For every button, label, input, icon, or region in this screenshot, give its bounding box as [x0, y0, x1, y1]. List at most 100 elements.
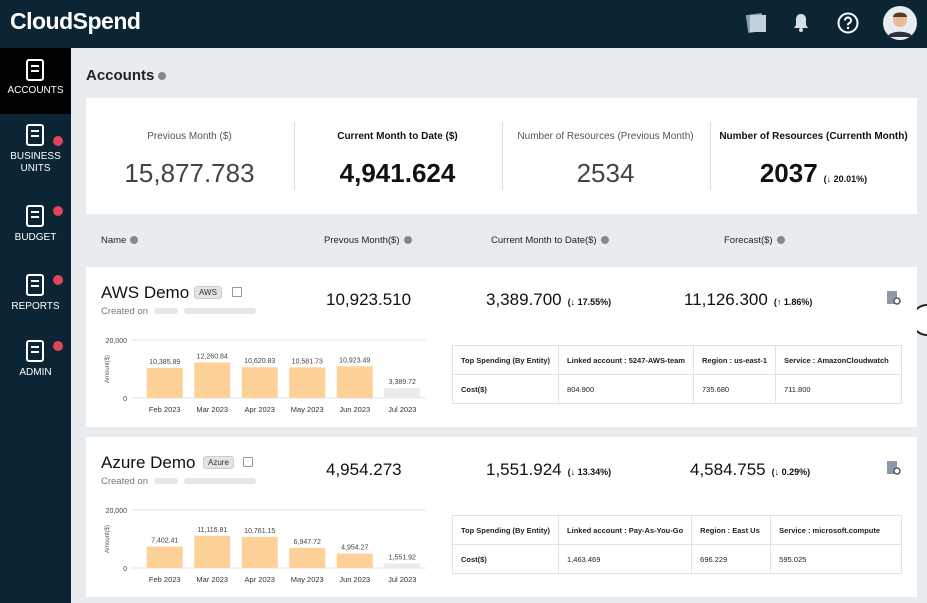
bar	[146, 546, 183, 568]
column-header-cell[interactable]: Current Month to Date($)	[491, 235, 609, 246]
table-cell: Cost($)	[451, 544, 560, 574]
change-badge: (↓ 13.34%)	[567, 467, 612, 477]
sidebar: ACCOUNTS BUSINESS UNITS BUDGET REPORTS ADMIN	[0, 48, 71, 603]
help-icon[interactable]	[836, 11, 860, 35]
nav-label: BUDGET	[14, 232, 57, 243]
nav-item[interactable]: ACCOUNTS	[0, 48, 71, 114]
top-bar: CloudSpend	[0, 0, 927, 48]
info-icon[interactable]	[600, 236, 609, 245]
details-icon[interactable]	[886, 460, 902, 476]
summary-value-text: 15,877.783	[124, 158, 255, 188]
x-tick-label: Mar 2023	[196, 405, 228, 414]
info-icon[interactable]	[403, 236, 412, 245]
bar	[289, 367, 326, 398]
current-value-text: 3,389.700	[486, 290, 562, 309]
x-tick-label: Jul 2023	[388, 405, 416, 414]
summary-label: Current Month to Date ($)	[337, 131, 458, 142]
table-cell: 1,463.469	[558, 544, 693, 574]
table-cell: Linked account : Pay-As-You-Go	[558, 515, 693, 545]
x-tick-label: Jun 2023	[339, 405, 370, 414]
nav-item[interactable]: BUDGET	[0, 196, 71, 262]
account-card: AWS Demo AWS Created on 10,923.510 3,389.700…	[86, 267, 917, 427]
summary-value: 2534	[502, 158, 709, 189]
column-header-cell[interactable]: Name	[101, 235, 139, 246]
nav-icon	[26, 340, 44, 362]
y-axis-label: Amount($)	[105, 355, 111, 383]
page-title: Accounts	[86, 67, 167, 84]
y-axis-label: Amount($)	[105, 525, 111, 553]
table-cell: Cost($)	[451, 374, 560, 404]
bar-value-label: 3,389.72	[389, 379, 416, 386]
column-header-cell[interactable]: Forecast($)	[724, 235, 785, 246]
divider	[294, 122, 295, 190]
created-placeholder	[154, 308, 178, 314]
bar	[289, 547, 326, 568]
nav-icon	[26, 274, 44, 296]
cards-icon[interactable]	[744, 12, 768, 34]
bar-value-label: 10,761.15	[244, 528, 275, 535]
forecast-value-text: 11,126.300	[684, 290, 768, 309]
table-cell: Service : AmazonCloudwatch	[775, 345, 902, 375]
x-tick-label: Feb 2023	[149, 405, 181, 414]
current-value-text: 1,551.924	[486, 460, 562, 479]
summary-value: 4,941.624	[294, 158, 501, 189]
bar	[194, 362, 231, 398]
table-row: Cost($) 804.900 735.680 711.800	[451, 374, 902, 404]
bar-value-label: 6,947.72	[294, 539, 321, 546]
created-placeholder	[154, 478, 178, 484]
y-tick-label: 0	[123, 566, 127, 573]
info-icon[interactable]	[776, 236, 785, 245]
created-label: Created on	[101, 306, 149, 317]
table-cell: 735.680	[692, 374, 777, 404]
nav-item[interactable]: ADMIN	[0, 331, 71, 397]
account-tag: Azure	[203, 456, 234, 469]
column-title: Forecast($)	[724, 235, 773, 246]
table-cell: 804.900	[558, 374, 694, 404]
column-header-cell[interactable]: Prevous Month($)	[324, 235, 412, 246]
x-tick-label: Apr 2023	[245, 405, 275, 414]
x-tick-label: Apr 2023	[245, 575, 275, 584]
previous-value: 4,954.273	[326, 460, 402, 479]
account-name: AWS Demo	[101, 283, 190, 302]
top-spending-table: Top Spending (By Entity) Linked account :…	[451, 345, 902, 404]
logo[interactable]: CloudSpend	[10, 8, 141, 34]
bar-value-label: 10,385.89	[149, 359, 180, 366]
table-header: Top Spending (By Entity) Linked account :…	[451, 345, 902, 375]
divider	[710, 122, 711, 190]
x-tick-label: Jul 2023	[388, 575, 416, 584]
nav-item[interactable]: REPORTS	[0, 265, 71, 331]
nav-label: ACCOUNTS	[7, 85, 64, 96]
edit-icon[interactable]	[243, 457, 253, 467]
bar	[336, 553, 373, 568]
scroll-handle[interactable]	[917, 300, 927, 340]
nav-item[interactable]: BUSINESS UNITS	[0, 115, 71, 195]
details-icon[interactable]	[886, 290, 902, 306]
spend-chart: Amount($) 0 20,000 7,402.41 Feb 2023 11,116.8…	[105, 508, 426, 584]
divider	[502, 122, 503, 190]
forecast-value: 11,126.300 (↑ 1.86%)	[684, 290, 812, 310]
x-tick-label: Feb 2023	[149, 575, 181, 584]
y-tick-label: 0	[123, 396, 127, 403]
summary-label: Number of Resources (Currenth Month)	[719, 131, 908, 142]
table-cell: 595.025	[770, 544, 902, 574]
y-tick-label: 20,000	[106, 338, 128, 345]
nav-label: REPORTS	[11, 301, 60, 312]
change-badge: (↑ 1.86%)	[773, 297, 813, 307]
created-label: Created on	[101, 476, 149, 487]
top-spending-table: Top Spending (By Entity) Linked account :…	[451, 515, 902, 574]
change-badge: (↓ 0.29%)	[771, 467, 811, 477]
account-card: Azure Demo Azure Created on 4,954.273 1,551.…	[86, 437, 917, 597]
info-icon[interactable]	[130, 236, 139, 245]
summary-label: Previous Month ($)	[147, 131, 232, 142]
info-icon[interactable]	[158, 72, 167, 81]
edit-icon[interactable]	[232, 287, 242, 297]
forecast-value-text: 4,584.755	[690, 460, 766, 479]
summary-value-text: 2037	[759, 158, 818, 188]
account-tag: AWS	[194, 286, 222, 299]
avatar[interactable]	[882, 5, 918, 41]
summary-value-text: 2534	[576, 158, 635, 188]
nav-icon	[26, 124, 44, 146]
bell-icon[interactable]	[792, 12, 810, 34]
table-cell: Top Spending (By Entity)	[451, 515, 560, 545]
notification-dot	[53, 341, 63, 351]
